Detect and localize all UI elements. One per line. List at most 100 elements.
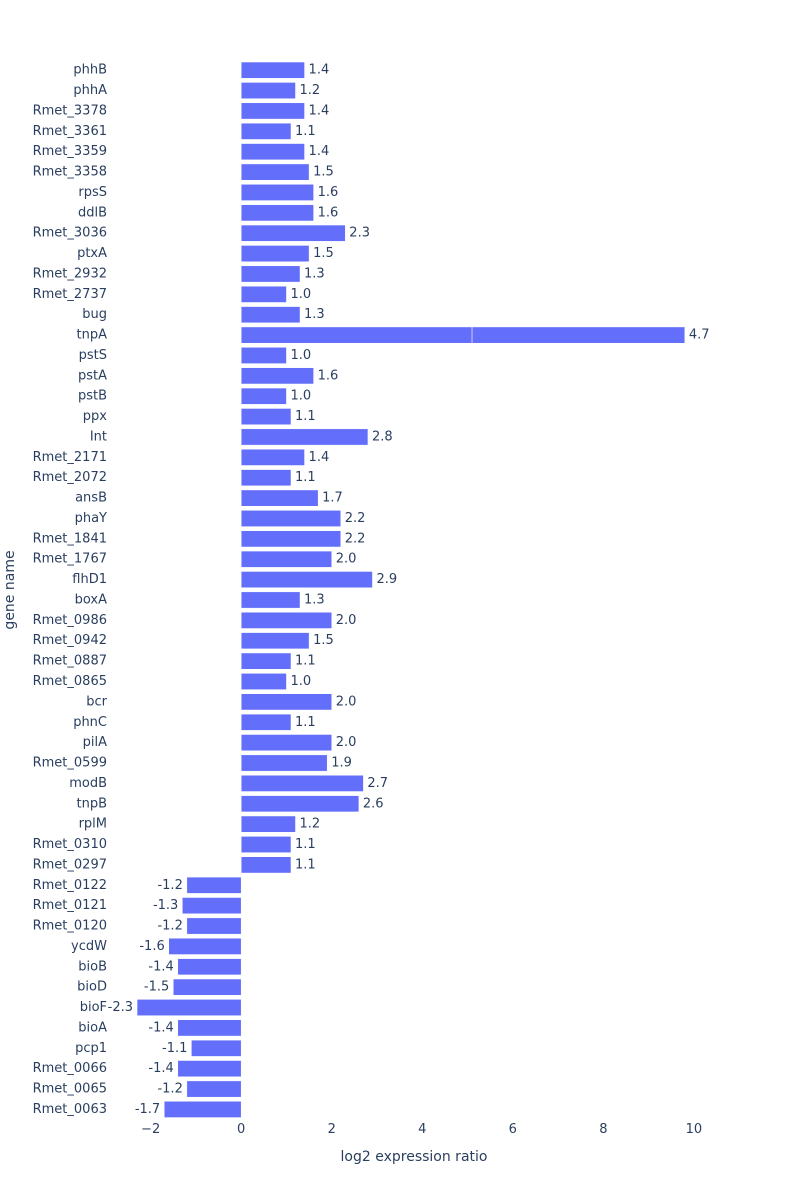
x-tick-label: 4 bbox=[418, 1122, 426, 1137]
bar bbox=[177, 1019, 242, 1037]
y-tick-label: Rmet_0122 bbox=[33, 878, 107, 893]
value-label: 1.1 bbox=[295, 409, 316, 424]
value-label: 2.2 bbox=[345, 511, 366, 526]
x-tick-label: 10 bbox=[686, 1122, 703, 1137]
y-tick-label: boxA bbox=[75, 592, 107, 607]
y-tick-label: ppx bbox=[83, 409, 108, 424]
x-tick-label: 6 bbox=[509, 1122, 517, 1137]
y-tick-label: pstB bbox=[78, 389, 107, 404]
value-label: 2.0 bbox=[336, 694, 357, 709]
value-label: 1.2 bbox=[300, 817, 321, 832]
y-tick-label: Rmet_1841 bbox=[33, 531, 107, 546]
value-label: 2.2 bbox=[345, 531, 366, 546]
bar bbox=[240, 510, 342, 527]
y-tick-label: phnC bbox=[73, 715, 107, 730]
value-label: 1.3 bbox=[304, 266, 325, 281]
value-label: 2.7 bbox=[367, 776, 388, 791]
bar bbox=[163, 1101, 242, 1118]
y-tick-label: Rmet_0887 bbox=[33, 654, 107, 669]
bar bbox=[240, 448, 305, 466]
x-tick-label: 0 bbox=[237, 1122, 245, 1137]
y-tick-label: Rmet_2737 bbox=[33, 287, 107, 302]
bar bbox=[186, 917, 242, 935]
y-tick-label: phhA bbox=[73, 83, 107, 98]
bar bbox=[240, 367, 314, 385]
bar bbox=[240, 652, 292, 670]
y-tick-label: ddlB bbox=[78, 205, 107, 220]
y-tick-label: Rmet_3378 bbox=[33, 103, 107, 118]
bar bbox=[136, 999, 242, 1016]
y-tick-label: Rmet_2932 bbox=[33, 266, 107, 281]
bar bbox=[240, 469, 292, 487]
value-label: -1.6 bbox=[139, 939, 164, 954]
bar bbox=[240, 815, 296, 833]
y-tick-label: modB bbox=[69, 776, 107, 791]
bar bbox=[240, 265, 301, 283]
value-label: 2.3 bbox=[349, 226, 370, 241]
bar bbox=[240, 632, 310, 650]
bar bbox=[240, 571, 373, 589]
value-label: 1.0 bbox=[290, 674, 311, 689]
y-tick-label: ptxA bbox=[77, 246, 107, 261]
value-label: -1.3 bbox=[153, 898, 178, 913]
bar bbox=[240, 347, 287, 364]
bar bbox=[240, 306, 301, 324]
y-tick-label: Rmet_0865 bbox=[33, 674, 107, 689]
y-tick-label: Rmet_0942 bbox=[33, 633, 107, 648]
y-tick-label: Rmet_2072 bbox=[33, 470, 107, 485]
bar bbox=[240, 489, 319, 507]
y-tick-label: phhB bbox=[73, 63, 107, 78]
y-tick-label: Rmet_3359 bbox=[33, 144, 107, 159]
y-tick-label: Rmet_0066 bbox=[33, 1061, 107, 1076]
y-tick-label: ansB bbox=[75, 491, 107, 506]
value-label: 2.0 bbox=[336, 552, 357, 567]
bar bbox=[240, 326, 473, 344]
value-label: 1.4 bbox=[309, 450, 330, 465]
y-tick-label: Rmet_0310 bbox=[33, 837, 107, 852]
bar bbox=[240, 693, 332, 711]
value-label: 2.8 bbox=[372, 429, 393, 444]
bar bbox=[240, 143, 305, 161]
value-label: 1.3 bbox=[304, 307, 325, 322]
y-tick-label: Rmet_0599 bbox=[33, 756, 107, 771]
y-tick-label: Rmet_3036 bbox=[33, 226, 107, 241]
value-label: 1.1 bbox=[295, 715, 316, 730]
value-label: 1.3 bbox=[304, 592, 325, 607]
bar bbox=[177, 958, 242, 976]
bar bbox=[240, 224, 346, 242]
value-label: 2.6 bbox=[363, 796, 384, 811]
bar bbox=[240, 245, 310, 262]
bar bbox=[186, 1080, 242, 1098]
x-tick-label: 2 bbox=[328, 1122, 336, 1137]
y-tick-label: rpsS bbox=[78, 185, 107, 200]
value-label: 1.0 bbox=[290, 287, 311, 302]
value-label: 1.1 bbox=[295, 837, 316, 852]
value-label: 1.0 bbox=[290, 389, 311, 404]
bar bbox=[240, 387, 287, 405]
value-label: -1.2 bbox=[157, 1082, 182, 1097]
value-label: 1.1 bbox=[295, 654, 316, 669]
bar bbox=[240, 611, 332, 629]
bar bbox=[182, 897, 242, 915]
bar bbox=[240, 204, 314, 222]
value-label: -1.5 bbox=[144, 980, 169, 995]
x-tick-label: 8 bbox=[599, 1122, 607, 1137]
bar bbox=[240, 550, 332, 568]
bar bbox=[240, 734, 332, 752]
value-label: -1.2 bbox=[157, 878, 182, 893]
bar bbox=[240, 408, 292, 425]
value-label: 1.6 bbox=[318, 368, 339, 383]
bar bbox=[240, 754, 328, 772]
y-tick-label: pstS bbox=[79, 348, 107, 363]
bar bbox=[240, 61, 305, 79]
value-label: 1.4 bbox=[309, 63, 330, 78]
bar bbox=[240, 795, 360, 813]
bar bbox=[240, 184, 314, 201]
y-tick-label: pilA bbox=[83, 735, 107, 750]
y-tick-label: bioB bbox=[78, 959, 107, 974]
x-tick-label: −2 bbox=[141, 1122, 160, 1137]
value-label: 1.6 bbox=[318, 185, 339, 200]
bar bbox=[240, 122, 292, 140]
value-label: 1.5 bbox=[313, 165, 334, 180]
